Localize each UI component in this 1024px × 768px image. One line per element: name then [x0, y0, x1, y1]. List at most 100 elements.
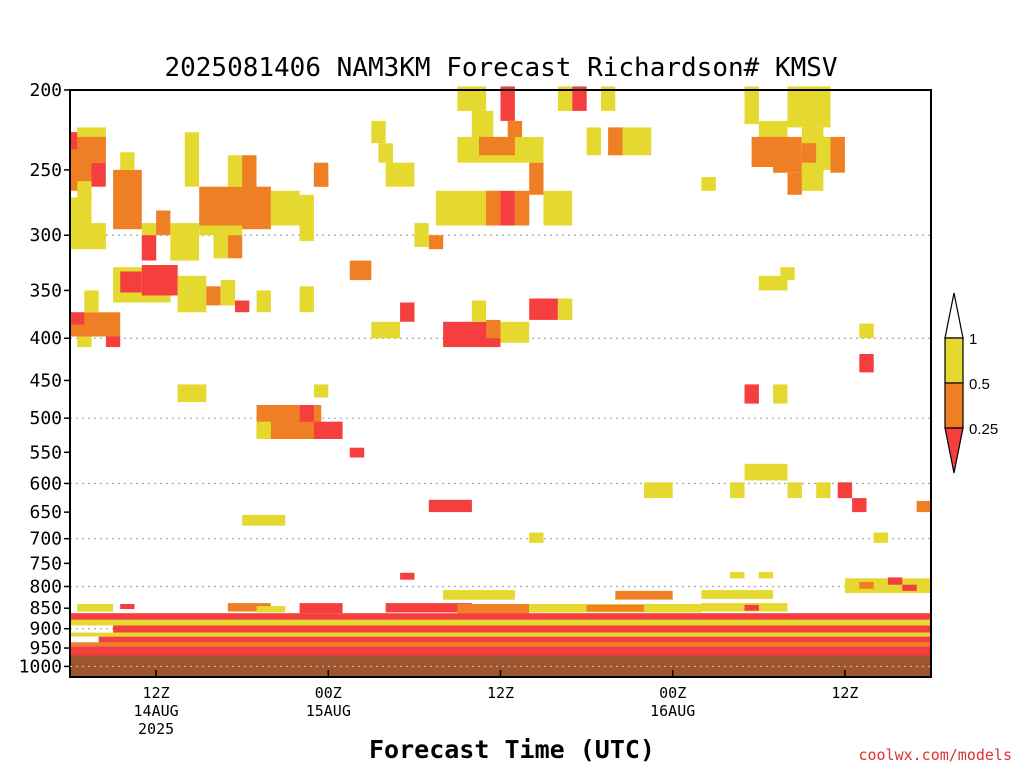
x-tick-label-1-2: 15AUG: [306, 702, 351, 720]
ground-fill: [70, 655, 931, 677]
cell-39: [378, 143, 393, 163]
cell-57: [572, 86, 587, 111]
cell-48: [471, 110, 494, 137]
cell-14: [184, 132, 200, 187]
cell-96: [349, 447, 365, 458]
cell-133: [70, 632, 931, 637]
cell-9: [120, 152, 135, 170]
cell-136: [70, 646, 931, 656]
colorbar-label-0-25: 0.25: [969, 421, 998, 438]
cell-107: [873, 532, 888, 543]
y-tick-label-450: 450: [29, 370, 62, 391]
y-tick-label-600: 600: [29, 473, 62, 494]
cell-28: [206, 286, 221, 306]
cell-20: [242, 155, 257, 226]
cell-68: [471, 300, 487, 322]
cell-80: [801, 143, 817, 163]
y-tick-label-250: 250: [29, 160, 62, 181]
cell-81: [816, 136, 831, 170]
x-tick-label-3-2: 16AUG: [650, 702, 695, 720]
cell-22: [299, 194, 314, 242]
cell-69: [486, 319, 501, 339]
cell-93: [299, 405, 314, 422]
y-tick-label-1000: 1000: [19, 656, 62, 677]
cell-25: [120, 271, 142, 293]
cell-11: [141, 235, 157, 261]
cell-18: [227, 235, 243, 259]
cell-113: [859, 582, 874, 589]
cell-66: [514, 190, 530, 226]
cell-4: [91, 162, 106, 187]
y-tick-label-550: 550: [29, 442, 62, 463]
cell-16: [199, 225, 243, 236]
cell-83: [701, 177, 716, 191]
colorbar: 1 0.5 0.25: [944, 292, 998, 474]
cell-131: [70, 619, 931, 626]
cell-87: [859, 354, 874, 373]
cell-102: [852, 498, 867, 513]
cell-45: [414, 223, 429, 247]
cell-105: [242, 514, 286, 526]
cell-1: [70, 132, 78, 150]
colorbar-bin-0-5-1: [944, 337, 964, 384]
cell-62: [435, 190, 458, 226]
cell-73: [744, 86, 759, 125]
cell-124: [385, 603, 472, 613]
cell-122: [256, 606, 286, 613]
cell-82: [830, 136, 845, 173]
cell-65: [500, 190, 515, 226]
cell-34: [70, 312, 85, 325]
cell-44: [400, 302, 415, 322]
y-tick-label-200: 200: [29, 80, 62, 101]
cell-117: [443, 590, 515, 600]
y-tick-label-400: 400: [29, 328, 62, 349]
x-tick-label-0-1: 12Z: [143, 684, 170, 702]
cell-91: [313, 384, 329, 398]
y-tick-label-350: 350: [29, 280, 62, 301]
cell-114: [887, 577, 903, 585]
cell-37: [299, 286, 314, 313]
y-tick-label-300: 300: [29, 225, 62, 246]
cell-13: [170, 223, 200, 261]
cell-51: [500, 86, 515, 121]
heatmap-cells: [70, 86, 932, 656]
y-tick-label-650: 650: [29, 502, 62, 523]
cell-6: [70, 197, 92, 224]
cell-41: [349, 260, 372, 281]
cell-129: [744, 604, 759, 611]
cell-101: [837, 482, 853, 499]
cell-55: [543, 190, 573, 226]
cell-74: [758, 120, 788, 137]
cell-94: [313, 421, 343, 439]
cell-115: [902, 584, 917, 591]
x-axis-label: Forecast Time (UTC): [369, 735, 655, 764]
cell-17: [213, 235, 228, 259]
cell-116: [701, 590, 774, 599]
cell-135: [70, 642, 931, 647]
cell-104: [428, 499, 472, 513]
cell-60: [608, 127, 623, 156]
colorbar-bin-0-25-0-5: [944, 382, 964, 429]
colorbar-under-arrow: [944, 427, 964, 474]
cell-2: [77, 127, 106, 137]
cell-31: [256, 290, 271, 313]
cell-32: [84, 290, 99, 313]
cell-7: [70, 223, 106, 250]
cell-98: [644, 482, 673, 499]
cell-120: [120, 604, 135, 610]
cell-27: [177, 275, 207, 313]
cell-52: [507, 120, 523, 137]
cell-125: [457, 604, 530, 614]
cell-54: [529, 162, 544, 195]
cell-56: [557, 86, 573, 111]
y-axis: 200 250 300 350 400 450 500 550 600 650 700 7508008…: [19, 80, 70, 677]
colorbar-label-1: 1: [969, 331, 977, 348]
credit-text[interactable]: coolwx.com/models: [858, 746, 1012, 764]
y-tick-label-700: 700: [29, 529, 62, 550]
cell-15: [199, 186, 271, 230]
cell-46: [428, 235, 444, 250]
cell-88: [744, 384, 759, 404]
cell-40: [313, 169, 329, 187]
x-tick-label-2-1: 12Z: [487, 684, 514, 702]
